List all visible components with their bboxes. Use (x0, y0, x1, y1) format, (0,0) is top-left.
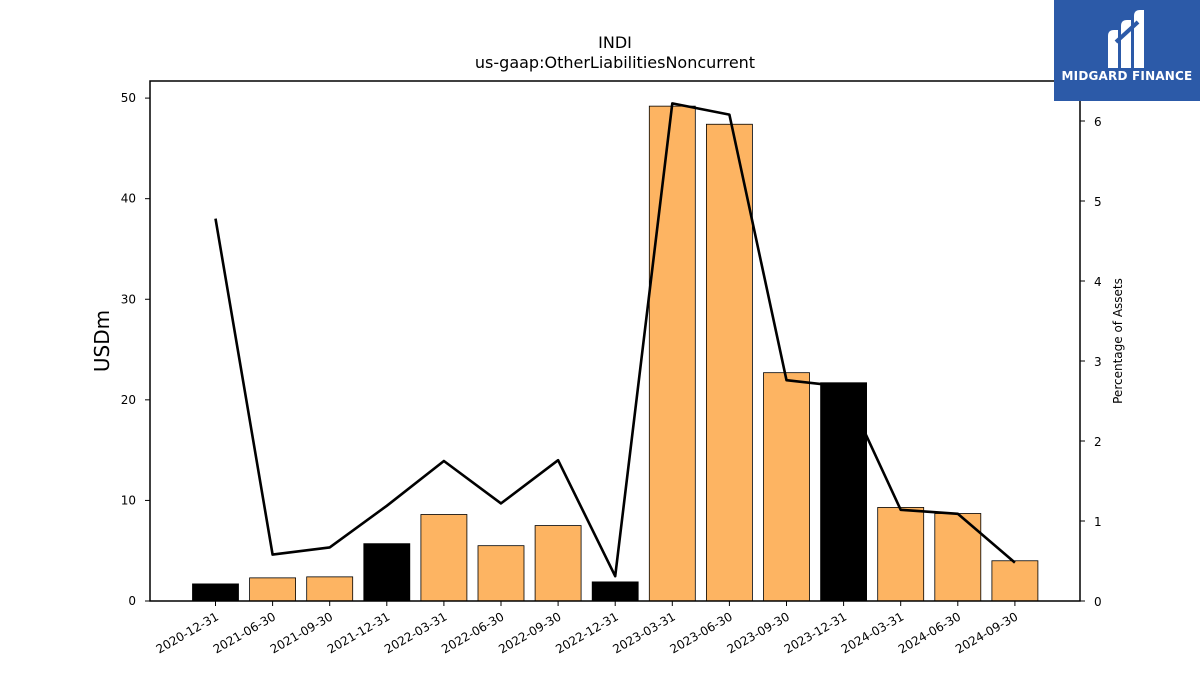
percentage-line (214, 102, 1016, 578)
logo-mark-icon (1108, 10, 1144, 68)
x-tick-label: 2024-09-30 (953, 609, 1020, 656)
bar-2020-12-31 (192, 583, 239, 602)
bar-2021-12-31 (363, 543, 411, 602)
x-tick-label: 2023-03-31 (610, 609, 677, 656)
x-tick-label: 2023-06-30 (667, 609, 734, 656)
x-tick-label: 2020-12-31 (154, 609, 221, 656)
left-tick-label: 10 (121, 493, 136, 507)
bar-2024-09-30 (991, 560, 1039, 602)
x-tick-label: 2022-09-30 (496, 609, 563, 656)
bar-2021-06-30 (249, 577, 297, 602)
bar-2022-09-30 (534, 525, 582, 602)
right-axis-ticks: 0 1 2 3 4 5 6 (1080, 115, 1102, 609)
bar-2023-03-31 (648, 105, 696, 602)
bar-2022-03-31 (420, 514, 468, 602)
chart-title: INDI (598, 33, 632, 52)
left-tick-label: 40 (121, 192, 136, 206)
x-tick-label: 2022-06-30 (439, 609, 506, 656)
bar-2022-06-30 (477, 545, 525, 602)
left-tick-label: 20 (121, 393, 136, 407)
right-tick-label: 4 (1094, 275, 1102, 289)
x-tick-label: 2021-09-30 (268, 609, 335, 656)
bar-2023-12-31 (820, 382, 867, 602)
chart-subtitle: us-gaap:OtherLiabilitiesNoncurrent (475, 53, 755, 72)
x-tick-label: 2023-12-31 (782, 609, 849, 656)
left-tick-label: 30 (121, 292, 136, 306)
x-tick-label: 2024-06-30 (896, 609, 963, 656)
bar-2021-09-30 (306, 576, 354, 602)
logo-brand-text: MIDGARD FINANCE (1061, 69, 1193, 83)
bar-2023-06-30 (706, 123, 753, 602)
x-tick-label: 2023-09-30 (725, 609, 792, 656)
right-tick-label: 1 (1094, 515, 1102, 529)
right-tick-label: 5 (1094, 195, 1102, 209)
left-tick-label: 50 (121, 91, 136, 105)
bar-series (192, 105, 1039, 602)
x-tick-label: 2021-06-30 (211, 609, 278, 656)
left-tick-label: 0 (128, 594, 136, 608)
right-tick-label: 6 (1094, 115, 1102, 129)
x-tick-label: 2022-03-31 (382, 609, 449, 656)
y2-axis-label: Percentage of Assets (1111, 278, 1125, 404)
x-axis-ticks: 2020-12-312021-06-302021-09-302021-12-31… (154, 601, 1020, 656)
line-series (214, 102, 1016, 578)
x-tick-label: 2024-03-31 (839, 609, 906, 656)
y-axis-label: USDm (90, 310, 114, 372)
bar-2024-03-31 (877, 507, 925, 602)
x-tick-label: 2021-12-31 (325, 609, 392, 656)
left-axis-ticks: 0 10 20 30 40 50 (121, 91, 150, 608)
right-tick-label: 3 (1094, 355, 1102, 369)
bar-2023-09-30 (763, 372, 810, 602)
right-tick-label: 2 (1094, 435, 1102, 449)
bar-2022-12-31 (591, 581, 639, 602)
midgard-finance-logo: MIDGARD FINANCE (1054, 0, 1200, 101)
x-tick-label: 2022-12-31 (553, 609, 620, 656)
right-tick-label: 0 (1094, 595, 1102, 609)
